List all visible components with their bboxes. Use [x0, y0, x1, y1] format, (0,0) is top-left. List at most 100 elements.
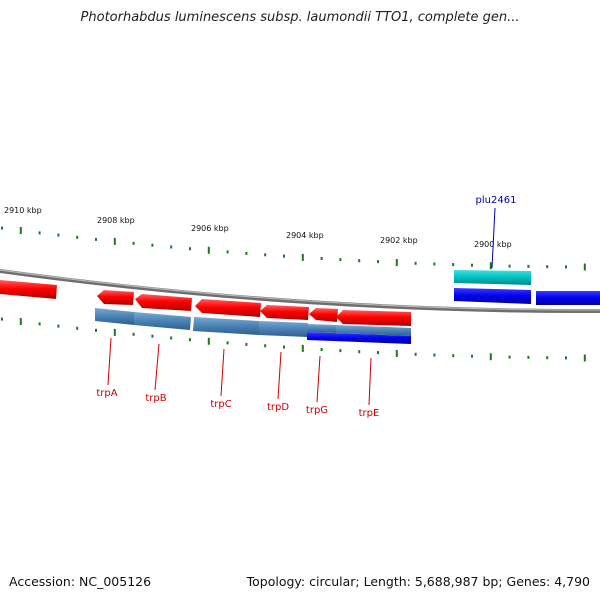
- genome-backbone-highlight: [0, 269, 600, 311]
- topology-text: Topology: circular; Length: 5,688,987 bp…: [246, 574, 590, 589]
- reverse-strand-genes: [307, 270, 600, 344]
- cds-box-trpD[interactable]: [259, 321, 308, 337]
- leader-trpB: [154, 343, 160, 391]
- scale-tick-upper-major: [583, 263, 586, 271]
- gene-arrow-trpB[interactable]: [135, 294, 192, 311]
- cds-box-trpA[interactable]: [95, 308, 134, 325]
- scale-tick-lower-minor: [471, 354, 473, 358]
- gene-arrow-trpG[interactable]: [309, 308, 338, 322]
- gene-label-trpG[interactable]: trpG: [306, 405, 328, 416]
- scale-tick-upper-minor: [1, 226, 3, 230]
- scale-tick-upper-minor: [76, 235, 79, 239]
- leader-trpD: [277, 351, 282, 400]
- leader-trpA: [107, 337, 112, 386]
- cds-box-trpB[interactable]: [134, 312, 191, 330]
- gene-arrow-trpD[interactable]: [260, 305, 309, 320]
- gene-arrow-plu2461-lower[interactable]: [454, 288, 531, 304]
- cds-box-trpE[interactable]: [336, 325, 411, 336]
- scale-tick-lower-minor: [546, 356, 549, 360]
- scale-tick-upper-minor: [508, 264, 511, 268]
- scale-tick-lower-minor: [38, 322, 41, 326]
- scale-tick-lower-major: [395, 350, 398, 357]
- scale-tick-lower-minor: [433, 353, 436, 357]
- scale-label-2908: 2908 kbp: [97, 216, 135, 225]
- scale-tick-upper-minor: [151, 243, 154, 247]
- gene-label-leaders: [107, 337, 372, 406]
- scale-tick-lower-minor: [95, 328, 97, 332]
- gene-arrow-trpE[interactable]: [336, 310, 411, 326]
- scale-tick-lower-minor: [508, 355, 511, 359]
- gene-arrow-trpA[interactable]: [97, 290, 134, 305]
- gene-label-trpA[interactable]: trpA: [96, 388, 117, 399]
- scale-tick-lower-major: [489, 353, 492, 361]
- gene-label-plu2461[interactable]: plu2461: [476, 195, 517, 206]
- genome-backbone: [0, 269, 600, 314]
- scale-tick-lower-minor: [414, 352, 417, 356]
- cds-features: [95, 308, 411, 337]
- cds-box-trpC[interactable]: [193, 317, 259, 335]
- scale-tick-upper-major: [489, 262, 492, 270]
- scale-tick-lower-minor: [76, 326, 79, 330]
- scale-tick-upper-minor: [57, 233, 60, 237]
- scale-label-2906: 2906 kbp: [191, 224, 229, 233]
- scale-tick-lower-minor: [151, 334, 154, 338]
- map-title: Photorhabdus luminescens subsp. laumondi…: [80, 10, 520, 25]
- scale-tick-upper-minor: [565, 265, 567, 269]
- gene-label-trpD[interactable]: trpD: [267, 402, 289, 413]
- scale-tick-upper-minor: [320, 257, 323, 260]
- scale-tick-lower-minor: [170, 336, 173, 340]
- scale-tick-upper-minor: [546, 265, 549, 269]
- scale-tick-upper-minor: [339, 258, 342, 262]
- scale-tick-lower-minor: [527, 355, 530, 359]
- scale-tick-lower-major: [19, 318, 22, 325]
- scale-tick-lower-minor: [132, 332, 135, 336]
- scale-label-2910: 2910 kbp: [4, 206, 42, 215]
- gene-arrow-left-edge[interactable]: [0, 280, 57, 299]
- scale-tick-lower-minor: [283, 345, 285, 349]
- scale-tick-lower-minor: [189, 338, 191, 342]
- scale-tick-lower-major: [113, 328, 116, 336]
- scale-tick-upper-major: [395, 259, 398, 266]
- gene-box-plu2461[interactable]: [454, 270, 531, 285]
- scale-tick-lower-major: [207, 337, 210, 345]
- accession-text: Accession: NC_005126: [9, 574, 152, 589]
- scale-tick-lower-minor: [452, 354, 455, 358]
- scale-tick-lower-minor: [339, 349, 342, 353]
- scale-tick-upper-minor: [38, 231, 41, 235]
- scale-tick-lower-minor: [226, 341, 229, 345]
- leader-plu2461: [491, 207, 496, 269]
- forward-strand-genes: [0, 280, 411, 326]
- scale-tick-upper-minor: [527, 264, 530, 268]
- scale-tick-upper-minor: [414, 261, 417, 265]
- scale-tick-upper-minor: [245, 251, 248, 255]
- scale-tick-lower-minor: [320, 348, 323, 351]
- leader-trpG: [316, 355, 321, 403]
- scale-label-2902: 2902 kbp: [380, 236, 418, 245]
- scale-ticks-upper: [1, 226, 586, 271]
- gene-arrow-trpC[interactable]: [195, 299, 261, 317]
- scale-tick-upper-major: [19, 227, 22, 234]
- scale-tick-upper-minor: [433, 262, 436, 266]
- scale-tick-upper-major: [207, 246, 210, 254]
- scale-tick-upper-minor: [283, 254, 285, 258]
- scale-tick-lower-minor: [1, 317, 3, 321]
- scale-tick-upper-minor: [170, 245, 173, 249]
- cds-box-trpG[interactable]: [308, 324, 336, 333]
- scale-tick-upper-minor: [95, 237, 97, 241]
- scale-tick-lower-major: [583, 354, 586, 362]
- scale-tick-lower-minor: [565, 356, 567, 360]
- leader-trpC: [220, 348, 225, 397]
- scale-tick-lower-minor: [57, 324, 60, 328]
- scale-tick-upper-minor: [264, 253, 267, 257]
- gene-label-trpB[interactable]: trpB: [145, 393, 166, 404]
- scale-tick-lower-minor: [264, 344, 267, 348]
- leader-trpE: [368, 357, 372, 406]
- gene-label-trpE[interactable]: trpE: [359, 408, 380, 419]
- scale-tick-upper-minor: [377, 260, 379, 264]
- gene-bar-blue-lower[interactable]: [307, 332, 411, 344]
- gene-label-trpC[interactable]: trpC: [210, 399, 231, 410]
- gene-arrow-right-edge[interactable]: [536, 291, 600, 305]
- scale-tick-upper-minor: [189, 247, 191, 251]
- scale-tick-upper-major: [113, 237, 116, 245]
